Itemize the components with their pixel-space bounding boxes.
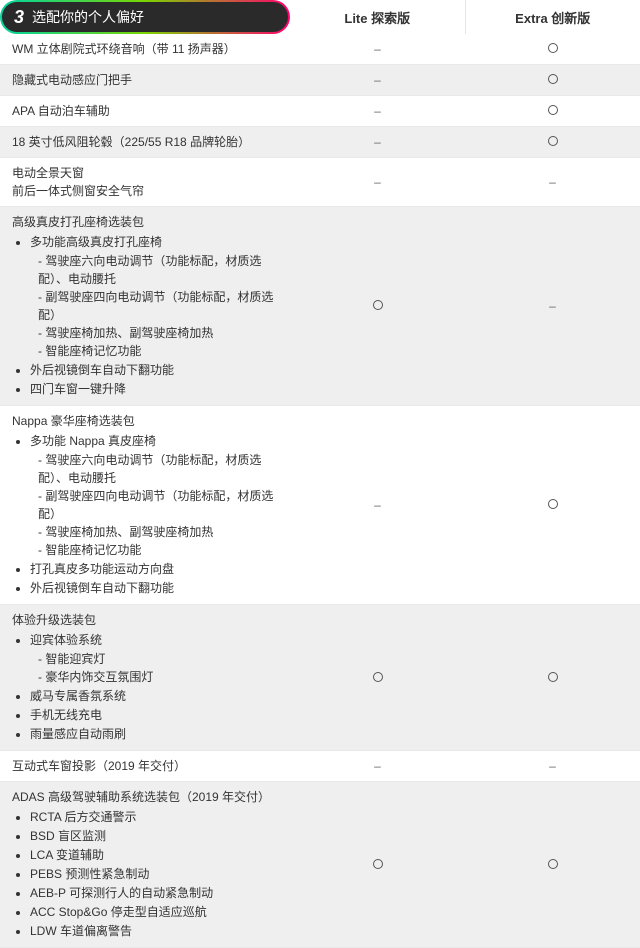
row-label-cell: Nappa 豪华座椅选装包多功能 Nappa 真皮座椅- 驾驶座六向电动调节（功… bbox=[0, 406, 290, 605]
table-row: 高级真皮打孔座椅选装包多功能高级真皮打孔座椅- 驾驶座六向电动调节（功能标配，材… bbox=[0, 207, 640, 406]
row-label-cell: 互动式车窗投影（2019 年交付） bbox=[0, 751, 290, 782]
table-row: WM 立体剧院式环绕音响（带 11 扬声器）– bbox=[0, 34, 640, 65]
row-title: 体验升级选装包 bbox=[12, 611, 278, 629]
row-title: 互动式车窗投影（2019 年交付） bbox=[12, 757, 278, 775]
row-bullet: 手机无线充电 bbox=[30, 706, 278, 724]
row-bullet: 多功能 Nappa 真皮座椅 bbox=[30, 432, 278, 450]
row-mark-lite bbox=[290, 207, 465, 406]
table-row: 互动式车窗投影（2019 年交付）–– bbox=[0, 751, 640, 782]
row-mark-lite: – bbox=[290, 406, 465, 605]
row-label-cell: 电动全景天窗前后一体式侧窗安全气帘 bbox=[0, 158, 290, 207]
row-mark-extra bbox=[465, 605, 640, 751]
row-subitem: - 驾驶座椅加热、副驾驶座椅加热 bbox=[30, 523, 278, 541]
row-label-cell: 18 英寸低风阻轮毂（225/55 R18 品牌轮胎） bbox=[0, 127, 290, 158]
section-badge: 3 选配你的个人偏好 bbox=[0, 0, 290, 34]
row-bullet: 打孔真皮多功能运动方向盘 bbox=[30, 560, 278, 578]
table-row: APA 自动泊车辅助– bbox=[0, 96, 640, 127]
row-mark-extra bbox=[465, 34, 640, 65]
row-bullet: AEB-P 可探测行人的自动紧急制动 bbox=[30, 884, 278, 902]
row-subitem: - 副驾驶座四向电动调节（功能标配，材质选配） bbox=[30, 487, 278, 523]
row-mark-lite: – bbox=[290, 158, 465, 207]
row-mark-extra bbox=[465, 127, 640, 158]
row-bullet: PEBS 预测性紧急制动 bbox=[30, 865, 278, 883]
row-title: Nappa 豪华座椅选装包 bbox=[12, 412, 278, 430]
row-bullet: 外后视镜倒车自动下翻功能 bbox=[30, 361, 278, 379]
badge-title: 选配你的个人偏好 bbox=[32, 7, 144, 27]
row-title: 隐藏式电动感应门把手 bbox=[12, 71, 278, 89]
row-bullet: ACC Stop&Go 停走型自适应巡航 bbox=[30, 903, 278, 921]
row-subitem: - 智能座椅记忆功能 bbox=[30, 342, 278, 360]
row-label-cell: WM 立体剧院式环绕音响（带 11 扬声器） bbox=[0, 34, 290, 65]
row-subitem: - 智能座椅记忆功能 bbox=[30, 541, 278, 559]
row-title: ADAS 高级驾驶辅助系统选装包（2019 年交付） bbox=[12, 788, 278, 806]
row-mark-extra: – bbox=[465, 751, 640, 782]
row-title-extra: 前后一体式侧窗安全气帘 bbox=[12, 182, 278, 200]
row-mark-lite: – bbox=[290, 751, 465, 782]
row-subitem: - 驾驶座六向电动调节（功能标配，材质选配）、电动腰托 bbox=[30, 451, 278, 487]
table-row: 电动全景天窗前后一体式侧窗安全气帘–– bbox=[0, 158, 640, 207]
row-mark-extra bbox=[465, 96, 640, 127]
row-bullet: 雨量感应自动雨刷 bbox=[30, 725, 278, 743]
row-subitem: - 智能迎宾灯 bbox=[30, 650, 278, 668]
row-subitem: - 驾驶座六向电动调节（功能标配，材质选配）、电动腰托 bbox=[30, 252, 278, 288]
row-title: WM 立体剧院式环绕音响（带 11 扬声器） bbox=[12, 40, 278, 58]
row-bullet: 多功能高级真皮打孔座椅 bbox=[30, 233, 278, 251]
row-label-cell: 隐藏式电动感应门把手 bbox=[0, 65, 290, 96]
row-subitem: - 豪华内饰交互氛围灯 bbox=[30, 668, 278, 686]
row-bullets: RCTA 后方交通警示BSD 盲区监测LCA 变道辅助PEBS 预测性紧急制动A… bbox=[12, 808, 278, 940]
row-label-cell: ADAS 高级驾驶辅助系统选装包（2019 年交付） RCTA 后方交通警示BSD… bbox=[0, 782, 290, 948]
row-subitem: - 驾驶座椅加热、副驾驶座椅加热 bbox=[30, 324, 278, 342]
row-bullets: 多功能 Nappa 真皮座椅- 驾驶座六向电动调节（功能标配，材质选配）、电动腰… bbox=[12, 432, 278, 597]
row-label-cell: 高级真皮打孔座椅选装包多功能高级真皮打孔座椅- 驾驶座六向电动调节（功能标配，材… bbox=[0, 207, 290, 406]
column-header-extra: Extra 创新版 bbox=[466, 0, 640, 34]
row-mark-extra: – bbox=[465, 158, 640, 207]
row-mark-lite: – bbox=[290, 34, 465, 65]
row-bullet: 威马专属香氛系统 bbox=[30, 687, 278, 705]
header-row: 3 选配你的个人偏好 Lite 探索版 Extra 创新版 bbox=[0, 0, 640, 34]
table-row: 18 英寸低风阻轮毂（225/55 R18 品牌轮胎）– bbox=[0, 127, 640, 158]
row-mark-lite: – bbox=[290, 96, 465, 127]
column-header-lite: Lite 探索版 bbox=[290, 0, 466, 34]
row-title: 电动全景天窗 bbox=[12, 164, 278, 182]
table-row: Nappa 豪华座椅选装包多功能 Nappa 真皮座椅- 驾驶座六向电动调节（功… bbox=[0, 406, 640, 605]
row-label-cell: 体验升级选装包迎宾体验系统- 智能迎宾灯- 豪华内饰交互氛围灯威马专属香氛系统手… bbox=[0, 605, 290, 751]
row-bullet: 迎宾体验系统 bbox=[30, 631, 278, 649]
table-row: 体验升级选装包迎宾体验系统- 智能迎宾灯- 豪华内饰交互氛围灯威马专属香氛系统手… bbox=[0, 605, 640, 751]
row-bullet: BSD 盲区监测 bbox=[30, 827, 278, 845]
row-bullet: RCTA 后方交通警示 bbox=[30, 808, 278, 826]
row-mark-extra bbox=[465, 65, 640, 96]
row-bullets: 迎宾体验系统- 智能迎宾灯- 豪华内饰交互氛围灯威马专属香氛系统手机无线充电雨量… bbox=[12, 631, 278, 743]
row-title: 18 英寸低风阻轮毂（225/55 R18 品牌轮胎） bbox=[12, 133, 278, 151]
row-title: 高级真皮打孔座椅选装包 bbox=[12, 213, 278, 231]
row-label-cell: APA 自动泊车辅助 bbox=[0, 96, 290, 127]
row-title: APA 自动泊车辅助 bbox=[12, 102, 278, 120]
row-mark-lite bbox=[290, 782, 465, 948]
row-mark-extra bbox=[465, 782, 640, 948]
row-mark-lite: – bbox=[290, 127, 465, 158]
row-bullet: 四门车窗一键升降 bbox=[30, 380, 278, 398]
row-bullet: LCA 变道辅助 bbox=[30, 846, 278, 864]
options-table: WM 立体剧院式环绕音响（带 11 扬声器）–隐藏式电动感应门把手–APA 自动… bbox=[0, 34, 640, 948]
table-row: 隐藏式电动感应门把手– bbox=[0, 65, 640, 96]
badge-number: 3 bbox=[14, 7, 24, 28]
row-mark-extra bbox=[465, 406, 640, 605]
row-subitem: - 副驾驶座四向电动调节（功能标配，材质选配） bbox=[30, 288, 278, 324]
table-row: ADAS 高级驾驶辅助系统选装包（2019 年交付） RCTA 后方交通警示BSD… bbox=[0, 782, 640, 948]
row-bullet: LDW 车道偏离警告 bbox=[30, 922, 278, 940]
row-mark-extra: – bbox=[465, 207, 640, 406]
row-mark-lite: – bbox=[290, 65, 465, 96]
row-mark-lite bbox=[290, 605, 465, 751]
row-bullets: 多功能高级真皮打孔座椅- 驾驶座六向电动调节（功能标配，材质选配）、电动腰托- … bbox=[12, 233, 278, 398]
row-bullet: 外后视镜倒车自动下翻功能 bbox=[30, 579, 278, 597]
